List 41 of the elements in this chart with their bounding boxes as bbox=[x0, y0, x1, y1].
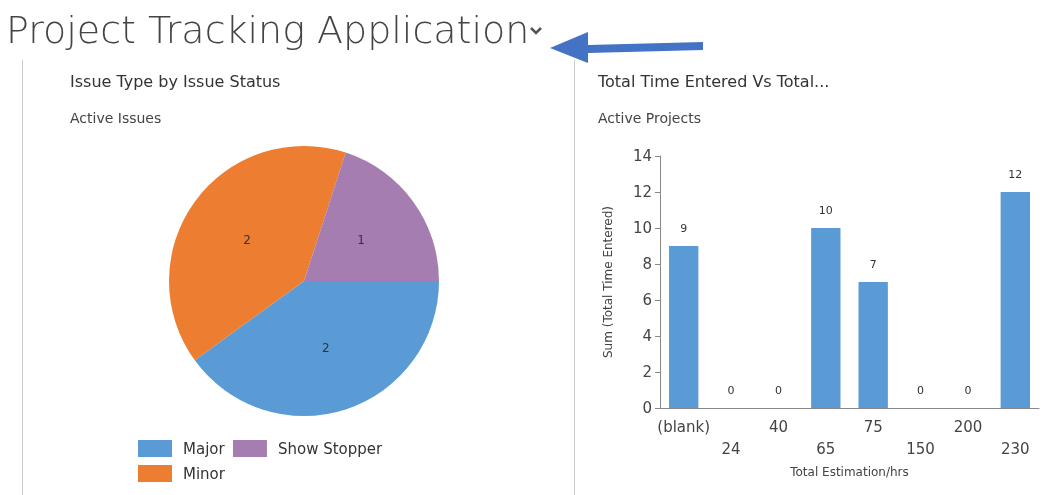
data-label: 12 bbox=[1008, 168, 1023, 181]
y-tick-label: 10 bbox=[632, 219, 652, 237]
data-label: 7 bbox=[869, 258, 877, 271]
data-label: 2 bbox=[243, 232, 251, 247]
y-axis-title: Sum (Total Time Entered) bbox=[601, 205, 615, 359]
bar bbox=[669, 246, 699, 408]
bar bbox=[811, 228, 841, 408]
chart-title: Total Time Entered Vs Total... bbox=[597, 71, 830, 91]
bar bbox=[1000, 192, 1030, 408]
y-tick-label: 6 bbox=[642, 291, 652, 309]
data-label: 9 bbox=[680, 222, 688, 235]
data-label: 0 bbox=[964, 384, 972, 397]
data-label: 1 bbox=[357, 232, 365, 247]
chart-title: Issue Type by Issue Status bbox=[70, 71, 281, 91]
x-tick-label: 230 bbox=[1000, 440, 1030, 458]
legend-label: Minor bbox=[183, 464, 226, 483]
x-tick-label: 150 bbox=[906, 440, 935, 458]
chart-subtitle: Active Issues bbox=[70, 110, 162, 126]
y-tick-label: 2 bbox=[642, 363, 652, 381]
x-tick-label: 75 bbox=[863, 418, 883, 436]
data-label: 0 bbox=[727, 384, 735, 397]
bar bbox=[858, 282, 888, 408]
x-axis-title: Total Estimation/hrs bbox=[789, 465, 909, 479]
y-tick-label: 4 bbox=[642, 327, 652, 345]
data-label: 10 bbox=[818, 204, 833, 217]
data-label: 2 bbox=[321, 341, 330, 356]
y-tick-label: 12 bbox=[632, 183, 652, 201]
x-tick-label: 40 bbox=[768, 418, 788, 436]
y-tick-label: 0 bbox=[642, 399, 652, 417]
chart-subtitle: Active Projects bbox=[598, 110, 701, 126]
legend-label: Major bbox=[183, 439, 226, 458]
data-label: 0 bbox=[917, 384, 925, 397]
text: Project Tracking Application bbox=[6, 8, 530, 52]
x-tick-label: 200 bbox=[953, 418, 983, 436]
x-tick-label: 24 bbox=[721, 440, 741, 458]
legend-label: Show Stopper bbox=[277, 439, 384, 458]
data-label: 0 bbox=[774, 384, 782, 397]
x-tick-label: 65 bbox=[816, 440, 836, 458]
x-tick-label: (blank) bbox=[657, 418, 711, 436]
y-tick-label: 8 bbox=[642, 255, 652, 273]
y-tick-label: 14 bbox=[632, 147, 652, 165]
